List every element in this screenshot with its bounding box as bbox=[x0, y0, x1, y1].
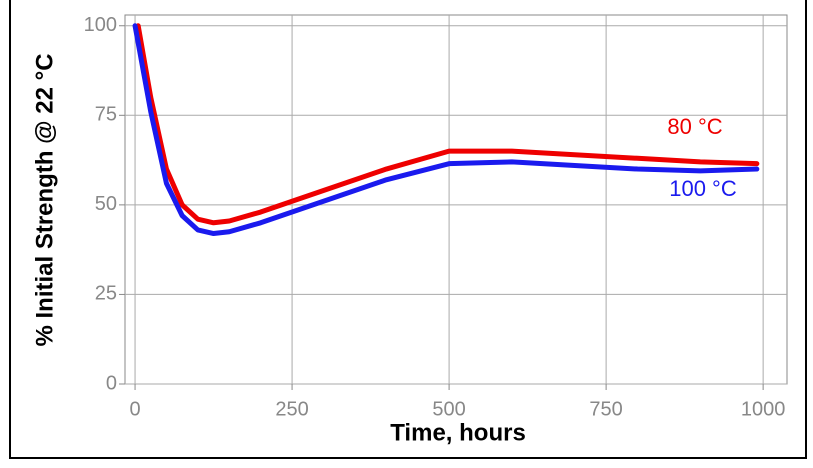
y-axis-title: % Initial Strength @ 22 °C bbox=[31, 53, 58, 346]
x-tick-label: 0 bbox=[129, 398, 140, 420]
y-tick-label: 50 bbox=[95, 193, 117, 215]
y-tick-label: 75 bbox=[95, 104, 117, 126]
line bbox=[132, 23, 760, 237]
y-tick-label: 0 bbox=[106, 372, 117, 394]
x-axis-title: Time, hours bbox=[390, 419, 526, 446]
x-tick-label: 500 bbox=[432, 398, 465, 420]
frame bbox=[9, 0, 807, 459]
y-tick-label: 100 bbox=[84, 14, 117, 36]
x-tick-label: 1000 bbox=[741, 398, 786, 420]
line bbox=[135, 23, 760, 226]
series-label: 80 °C bbox=[667, 114, 722, 139]
series-label: 100 °C bbox=[669, 176, 737, 201]
x-tick-label: 750 bbox=[589, 398, 622, 420]
x-tick-label: 250 bbox=[275, 398, 308, 420]
y-tick-label: 25 bbox=[95, 283, 117, 305]
